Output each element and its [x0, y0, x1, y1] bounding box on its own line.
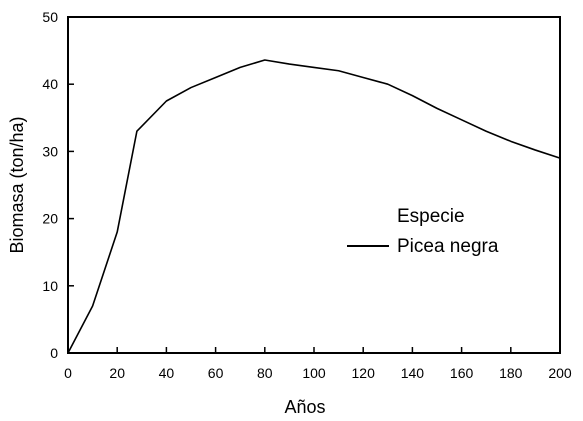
x-axis-title: Años	[284, 397, 325, 417]
series-line-picea-negra	[67, 59, 561, 354]
legend-title: Especie	[397, 206, 465, 227]
x-tick-label: 140	[401, 365, 425, 381]
x-tick-label: 0	[64, 365, 72, 381]
y-axis-title: Biomasa (ton/ha)	[7, 116, 27, 253]
x-tick-label: 120	[352, 365, 376, 381]
legend: Especie Picea negra	[347, 206, 499, 257]
y-tick-label: 20	[42, 211, 58, 227]
x-tick-label: 20	[109, 365, 125, 381]
x-tick-label: 60	[208, 365, 224, 381]
y-tick-label: 30	[42, 143, 58, 159]
x-tick-label: 160	[450, 365, 474, 381]
plot-frame	[67, 16, 561, 354]
y-tick-label: 10	[42, 278, 58, 294]
y-tick-label: 0	[50, 345, 58, 361]
x-tick-label: 200	[548, 365, 572, 381]
y-tick-label: 40	[42, 76, 58, 92]
x-tick-label: 100	[302, 365, 326, 381]
legend-label-picea-negra: Picea negra	[397, 236, 499, 257]
x-tick-label: 80	[257, 365, 273, 381]
x-tick-label: 180	[499, 365, 523, 381]
y-tick-label: 50	[42, 9, 58, 25]
labels-layer: 0 20 40 60 80 100 120 140 160 180 200 0 10 20 30 40 50	[42, 9, 571, 381]
series-layer	[67, 59, 561, 354]
x-tick-label: 40	[159, 365, 175, 381]
